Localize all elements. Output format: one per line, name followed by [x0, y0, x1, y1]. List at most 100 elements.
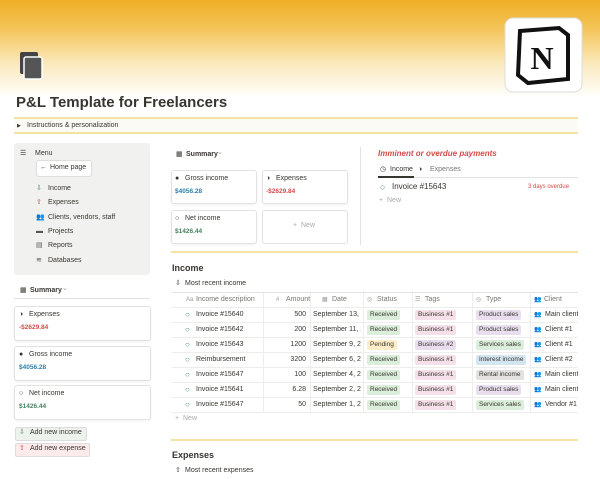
- tab[interactable]: Expenses: [430, 166, 461, 173]
- type-pill: Services sales: [476, 400, 524, 410]
- icon: 👥: [534, 327, 542, 333]
- home-button[interactable]: [36, 160, 92, 177]
- menu-item[interactable]: Reports: [48, 242, 73, 250]
- icon: ⇧: [36, 199, 42, 207]
- client: Vendor #1: [545, 401, 577, 408]
- icon: ⇩: [36, 185, 42, 192]
- page-title: P&L Template for Freelancers: [16, 94, 228, 111]
- icon: ●: [175, 175, 180, 182]
- income-description[interactable]: Invoice #15647: [196, 401, 244, 408]
- card-value: -$2629.84: [266, 188, 296, 195]
- icon: ○: [185, 355, 190, 364]
- action-button[interactable]: [15, 427, 87, 441]
- row-rule: [172, 337, 578, 338]
- action-button-label[interactable]: Add new expense: [30, 445, 86, 452]
- menu-item[interactable]: Projects: [48, 227, 74, 235]
- card-label: Net income: [29, 390, 65, 397]
- summary-title: Summary: [30, 287, 62, 294]
- card-label: Gross income: [185, 175, 229, 182]
- expenses-view[interactable]: Most recent expenses: [185, 467, 254, 474]
- date: September 2, 202: [313, 386, 361, 393]
- card-label: Gross income: [29, 350, 73, 358]
- icon: ⇧: [19, 445, 25, 452]
- date: September 6, 202: [313, 356, 361, 363]
- icon: ▬: [36, 227, 43, 235]
- tag-pill: Business #1: [415, 370, 457, 380]
- icon: ●: [19, 350, 24, 358]
- icon: +: [293, 222, 298, 229]
- overdue-name[interactable]: Invoice #15643: [392, 182, 447, 191]
- summary-card: [262, 170, 348, 204]
- income-description[interactable]: Invoice #15642: [196, 326, 244, 333]
- status-pill: Received: [367, 355, 401, 365]
- status-pill: Received: [367, 310, 401, 320]
- client: Client #1: [545, 326, 573, 333]
- column-header: Income description: [196, 296, 255, 303]
- toggle-row[interactable]: [14, 119, 578, 132]
- page-icon: [20, 52, 43, 80]
- icon: ☰: [415, 297, 421, 303]
- icon: 👥: [534, 387, 542, 393]
- notion-logo: N: [504, 17, 583, 93]
- tag-pill: Business #1: [415, 355, 457, 365]
- column-header: Client: [544, 296, 562, 303]
- action-button-label[interactable]: Add new income: [30, 429, 82, 436]
- income-description[interactable]: Invoice #15640: [196, 311, 244, 318]
- type-pill: Product sales: [476, 385, 522, 395]
- income-description[interactable]: Invoice #15641: [196, 386, 244, 393]
- amount: 6.28: [292, 386, 306, 393]
- tab[interactable]: Income: [390, 166, 413, 173]
- card-label: Expenses: [276, 175, 307, 182]
- row-rule: [172, 367, 578, 368]
- new-card-label[interactable]: New: [301, 222, 316, 229]
- icon: ▦: [20, 287, 27, 294]
- date: September 4, 202: [313, 371, 361, 378]
- icon: ≋: [36, 256, 42, 264]
- new-row[interactable]: New: [183, 415, 198, 422]
- card-value: $4056.28: [19, 363, 47, 371]
- divider: [360, 147, 361, 245]
- icon: 👥: [534, 357, 542, 363]
- type-pill: Interest income: [476, 355, 527, 365]
- row-rule: [172, 352, 578, 353]
- card-value: $1426.44: [175, 228, 203, 235]
- menu-item[interactable]: Income: [48, 185, 71, 192]
- icon: ▦: [176, 151, 183, 158]
- summary-card: [171, 170, 257, 204]
- menu-title: Menu: [35, 150, 53, 157]
- amount: 1200: [290, 341, 306, 348]
- income-view[interactable]: Most recent income: [185, 280, 247, 287]
- card-value: -$2629.84: [19, 324, 49, 331]
- cover-banner: [0, 0, 600, 98]
- toggle-label[interactable]: Instructions & personalization: [27, 122, 119, 129]
- new-row[interactable]: New: [387, 197, 402, 204]
- column-header: Status: [377, 296, 397, 303]
- income-description[interactable]: Reimbursement: [196, 356, 246, 363]
- svg-text:N: N: [530, 40, 553, 76]
- card-label: Net income: [185, 215, 221, 222]
- income-description[interactable]: Invoice #15643: [196, 341, 244, 348]
- icon: ○: [175, 215, 180, 222]
- row-rule: [172, 382, 578, 383]
- client: Main client: [545, 311, 578, 318]
- action-button[interactable]: [15, 443, 90, 457]
- icon: ◎: [367, 297, 373, 303]
- icon: ◑: [266, 175, 271, 182]
- icon: ◎: [476, 297, 482, 303]
- tag-pill: Business #1: [415, 400, 457, 410]
- column-header: Amount: [286, 296, 311, 303]
- status-pill: Received: [367, 370, 401, 380]
- amount: 100: [294, 371, 306, 378]
- menu-item[interactable]: Clients, vendors, staff: [48, 213, 116, 221]
- icon: ▦: [322, 297, 328, 303]
- rule: [14, 298, 150, 299]
- summary-card: [14, 345, 151, 381]
- status-pill: Pending: [367, 340, 397, 350]
- menu-item[interactable]: Databases: [48, 256, 82, 264]
- home-button-label[interactable]: Home page: [50, 164, 87, 171]
- income-description[interactable]: Invoice #15647: [196, 371, 244, 378]
- icon: ○: [185, 310, 190, 319]
- menu-item[interactable]: Expenses: [48, 199, 79, 207]
- summary-card: [171, 210, 257, 244]
